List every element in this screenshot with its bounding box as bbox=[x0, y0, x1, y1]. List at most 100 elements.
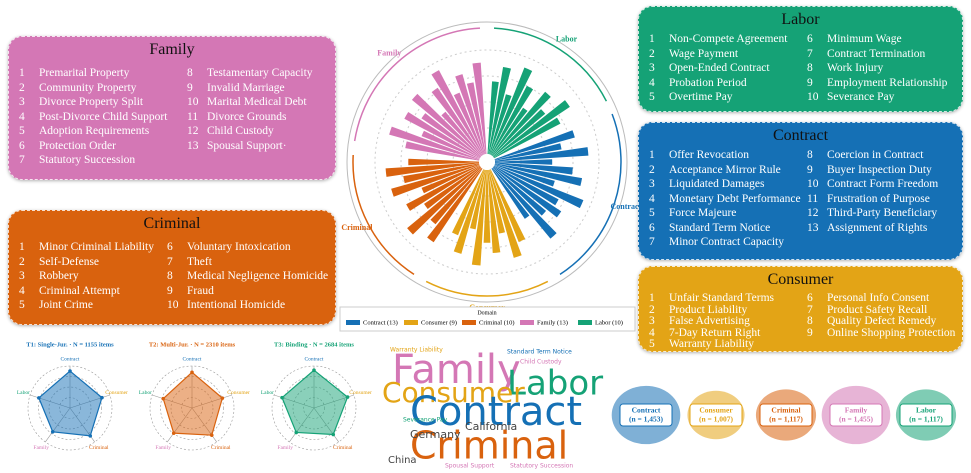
radial-bar bbox=[471, 169, 487, 266]
item-number: 4 bbox=[649, 326, 655, 339]
item-label: Third-Party Beneficiary bbox=[827, 207, 938, 219]
item-number: 6 bbox=[649, 221, 655, 234]
cluster-name: Contract bbox=[632, 406, 661, 415]
list-item: 10 Marital Medical Debt bbox=[187, 96, 307, 108]
word: Statutory Succession bbox=[510, 463, 573, 470]
list-item: 12 Third-Party Beneficiary bbox=[807, 207, 937, 219]
radial-bar bbox=[431, 87, 483, 156]
list-item: 11 Divorce Grounds bbox=[187, 111, 287, 123]
domain-label: Contract bbox=[611, 202, 642, 211]
item-number: 2 bbox=[649, 303, 655, 316]
radial-bar bbox=[493, 100, 570, 158]
domain-label: Criminal bbox=[341, 223, 373, 232]
list-item: 3 Open-Ended Contract bbox=[649, 62, 770, 74]
item-label: Community Property bbox=[39, 81, 137, 94]
item-number: 2 bbox=[649, 163, 655, 176]
list-item: 8 Quality Defect Remedy bbox=[807, 315, 936, 327]
list-item: 12 Child Custody bbox=[187, 125, 274, 137]
domain-arc bbox=[493, 27, 608, 102]
item-number: 9 bbox=[807, 76, 813, 89]
item-number: 3 bbox=[649, 315, 655, 327]
radial-bar bbox=[492, 167, 557, 239]
list-item: 7 Theft bbox=[167, 256, 212, 268]
item-label: Invalid Marriage bbox=[207, 81, 285, 94]
radial-bar bbox=[472, 62, 487, 155]
radar-axis-label: Criminal bbox=[89, 445, 109, 451]
radar-point bbox=[88, 434, 93, 438]
list-item: 9 Online Shopping Protection bbox=[807, 327, 955, 339]
grid-circle bbox=[374, 49, 600, 275]
panel: Contract 1 Offer Revocation 2 Acceptance Mir… bbox=[638, 122, 963, 260]
radar-point bbox=[37, 396, 41, 400]
legend-title: Domain bbox=[477, 310, 496, 316]
legend-box bbox=[339, 306, 636, 332]
item-number: 9 bbox=[167, 284, 173, 297]
item-number: 4 bbox=[649, 192, 655, 205]
radial-bar bbox=[389, 126, 480, 160]
list-item: 2 Acceptance Mirror Rule bbox=[649, 164, 781, 176]
radial-bar bbox=[493, 165, 559, 206]
item-number: 6 bbox=[19, 139, 25, 152]
item-label: Work Injury bbox=[827, 62, 884, 74]
radar-axis-label: Labor bbox=[139, 390, 152, 396]
radar-axis-label: Labor bbox=[17, 390, 30, 396]
item-label: Robbery bbox=[39, 270, 79, 282]
item-label: Warranty Liability bbox=[669, 338, 754, 350]
item-label: Open-Ended Contract bbox=[669, 62, 770, 74]
item-number: 8 bbox=[167, 270, 173, 282]
item-number: 8 bbox=[807, 149, 813, 161]
radar-point bbox=[68, 369, 72, 373]
item-label: Minor Criminal Liability bbox=[39, 241, 154, 253]
center bbox=[479, 154, 495, 170]
item-label: Statutory Succession bbox=[39, 154, 136, 166]
radar-title: T1: Single-Jur. · N = 1155 items bbox=[26, 341, 114, 348]
radial-bar bbox=[494, 164, 584, 209]
item-number: 8 bbox=[807, 62, 813, 74]
item-number: 1 bbox=[649, 292, 655, 304]
radar-point bbox=[50, 429, 55, 434]
list-item: 3 Robbery bbox=[19, 270, 79, 282]
radar-point bbox=[280, 395, 284, 400]
item-label: Contract Form Freedom bbox=[827, 178, 939, 190]
item-label: Offer Revocation bbox=[669, 149, 749, 161]
list-item: 6 Personal Info Consent bbox=[807, 292, 929, 304]
list-item: 5 Joint Crime bbox=[19, 299, 93, 311]
item-label: Divorce Grounds bbox=[207, 110, 287, 123]
item-label: Spousal Support· bbox=[207, 139, 287, 152]
panel-title: Family bbox=[149, 41, 195, 58]
item-number: 7 bbox=[649, 236, 655, 248]
radial-bar bbox=[404, 112, 481, 159]
radial-bar bbox=[487, 81, 499, 155]
item-label: Product Liability bbox=[669, 303, 748, 316]
radar-title: T3: Binding · N = 2684 items bbox=[274, 341, 354, 348]
cluster-name: Labor bbox=[916, 406, 937, 415]
item-label: Medical Negligence Homicide bbox=[187, 270, 329, 282]
item-number: 2 bbox=[19, 255, 25, 268]
item-label: Severance Pay bbox=[827, 91, 895, 103]
radar-point bbox=[345, 395, 350, 399]
domain-arc bbox=[353, 27, 481, 142]
cluster-label-box bbox=[829, 403, 883, 427]
item-number: 12 bbox=[187, 125, 199, 137]
radar-axis-label: Contract bbox=[305, 356, 324, 362]
word: Family bbox=[392, 347, 521, 393]
legend-label: Family (13) bbox=[537, 319, 568, 326]
panel: Labor 1 Non-Compete Agreement 2 Wage Payment… bbox=[638, 6, 963, 112]
radial-bar bbox=[494, 162, 573, 175]
item-number: 11 bbox=[187, 110, 199, 123]
radial-bar bbox=[483, 169, 491, 243]
radial-bar bbox=[493, 166, 562, 218]
item-number: 11 bbox=[807, 192, 819, 205]
radar-point bbox=[312, 368, 316, 373]
item-label: Acceptance Mirror Rule bbox=[669, 163, 781, 176]
item-label: Criminal Attempt bbox=[39, 284, 120, 297]
item-number: 2 bbox=[649, 47, 655, 60]
item-label: Voluntary Intoxication bbox=[187, 241, 291, 253]
domain-arc bbox=[425, 280, 549, 297]
radial-bar bbox=[431, 70, 484, 156]
word: Germany bbox=[410, 428, 461, 441]
word: Severance Pay bbox=[403, 417, 448, 424]
radar-axis-label: Family bbox=[155, 445, 171, 451]
item-number: 1 bbox=[649, 33, 655, 45]
item-label: Force Majeure bbox=[669, 207, 737, 219]
